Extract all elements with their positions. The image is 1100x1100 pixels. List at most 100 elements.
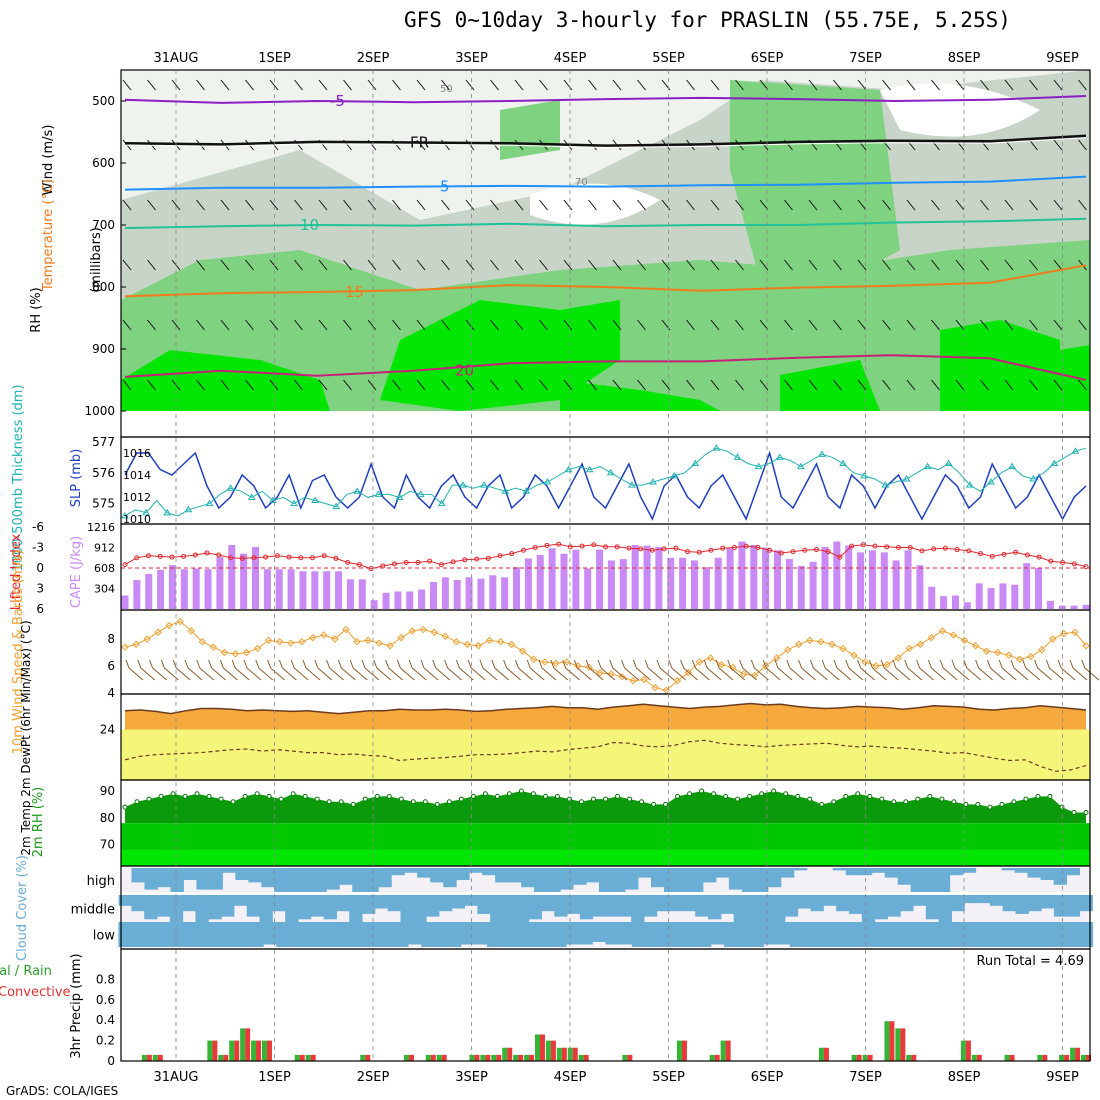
wind-barb xyxy=(735,319,744,331)
wind-speed-point xyxy=(1027,652,1035,661)
cloud-cover-cell xyxy=(579,922,593,945)
cloud-cover-cell xyxy=(528,895,542,920)
cloud-cover-cell xyxy=(221,895,235,917)
surface-wind-barb xyxy=(255,659,260,669)
cape-bar xyxy=(904,550,912,609)
wind-barb xyxy=(612,379,622,391)
cloud-cover-cell xyxy=(908,922,922,947)
rh-point xyxy=(218,796,224,802)
cloud-cover-cell xyxy=(763,922,778,945)
cloud-cover-cell xyxy=(495,868,509,883)
rh-point xyxy=(819,801,825,807)
wind-barb xyxy=(441,199,450,211)
cloud-cover-cell xyxy=(767,868,782,888)
lifted-index-point xyxy=(591,542,597,548)
cape-bar xyxy=(548,548,556,609)
rh-tick-label: 90 xyxy=(100,784,115,798)
date-label-top: 3SEP xyxy=(455,51,488,66)
thickness-point xyxy=(902,474,911,482)
cape-bar xyxy=(477,578,485,609)
cloud-cover-cell xyxy=(1026,922,1041,947)
cloud-cover-cell xyxy=(339,868,353,885)
cape-bar xyxy=(726,548,734,609)
lifted-index-point xyxy=(321,553,327,559)
cloud-cover-cell xyxy=(197,922,212,947)
thickness-point xyxy=(628,481,636,488)
temperature-fill xyxy=(125,703,1086,730)
date-label-top: 8SEP xyxy=(948,51,981,66)
rh-point xyxy=(266,793,272,799)
wind-barb xyxy=(784,199,793,211)
rh-point xyxy=(795,793,801,799)
cloud-cover-cell xyxy=(618,895,632,917)
surface-wind-barb xyxy=(234,667,250,681)
surface-wind-barb xyxy=(718,667,734,681)
surface-wind-barb xyxy=(786,659,791,669)
rh-point xyxy=(915,796,921,802)
cape-bar xyxy=(513,567,521,609)
cape-bar xyxy=(465,577,473,609)
cloud-cover-cell xyxy=(541,895,555,912)
cape-bar xyxy=(311,571,319,609)
rh-point xyxy=(1011,799,1017,805)
cloud-cover-cell xyxy=(456,868,470,880)
wind-speed-point xyxy=(1082,642,1090,650)
date-label-top: 6SEP xyxy=(751,51,784,66)
cloud-cover-cell xyxy=(737,922,751,947)
thickness-point xyxy=(585,465,594,473)
surface-wind-barb xyxy=(703,659,708,669)
cloud-cover-cell xyxy=(842,922,857,947)
wind-speed-point xyxy=(386,642,394,650)
cloud-cover-cell xyxy=(960,922,975,947)
surface-wind-barb xyxy=(1049,667,1064,681)
precip-convective-bar xyxy=(1075,1047,1081,1061)
wind-barb xyxy=(318,79,328,91)
slp-tick-label: 1014 xyxy=(123,469,151,482)
thickness-point xyxy=(923,462,932,470)
precip-total-bar xyxy=(1004,1054,1010,1061)
wind-speed-point xyxy=(784,646,792,654)
precip-convective-bar xyxy=(856,1054,862,1061)
wind-barb xyxy=(686,199,695,211)
cloud-cover-cell xyxy=(789,922,804,947)
wind-barb xyxy=(490,79,499,91)
cloud-cover-cell xyxy=(263,922,277,945)
rh-tick-label: 80 xyxy=(100,811,115,825)
wind-barb xyxy=(1053,319,1063,331)
lifted-index-point xyxy=(556,541,562,547)
lifted-index-point xyxy=(743,543,749,549)
cloud-cover-cell xyxy=(297,895,312,920)
lifted-index-point xyxy=(978,551,984,557)
wind-speed-point xyxy=(894,654,902,662)
cloud-cover-cell xyxy=(682,895,696,912)
thickness-point xyxy=(522,487,531,494)
surface-wind-barb xyxy=(326,659,331,669)
rh-point xyxy=(194,791,200,797)
cloud-row-label: low xyxy=(93,929,116,944)
wind-barb xyxy=(171,199,181,211)
cape-tick-label: 1216 xyxy=(87,521,115,534)
surface-wind-barb xyxy=(659,667,675,681)
cloud-cover-cell xyxy=(417,868,431,878)
date-label-bottom: 9SEP xyxy=(1046,1070,1079,1085)
rh-region-7 xyxy=(780,360,880,411)
cloud-cover-cell xyxy=(477,895,491,914)
lifted-index-point xyxy=(731,545,737,550)
surface-wind-barb xyxy=(376,667,392,681)
wind-barb xyxy=(563,259,573,271)
wind-barb xyxy=(1029,379,1038,391)
lifted-index-point xyxy=(310,555,316,561)
surface-wind-barb xyxy=(231,659,236,669)
cape-bar xyxy=(346,579,354,609)
cape-bar xyxy=(892,560,900,609)
precip-convective-bar xyxy=(561,1047,567,1061)
cape-bar xyxy=(133,580,141,609)
cloud-cover-cell xyxy=(408,922,422,945)
precip-total-bar xyxy=(240,1028,246,1061)
cloud-cover-cell xyxy=(378,868,392,888)
wind-speed-point xyxy=(309,633,317,642)
temperature-below-24-band xyxy=(121,729,1090,780)
thickness-point xyxy=(733,453,742,460)
surface-wind-barb xyxy=(577,667,592,681)
cloud-cover-cell xyxy=(1066,868,1081,876)
